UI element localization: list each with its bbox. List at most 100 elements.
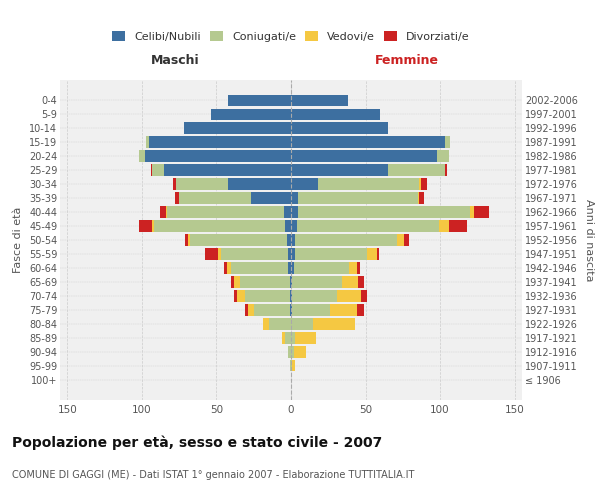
Bar [292,276,341,287]
Bar [356,304,364,316]
Bar [145,150,291,162]
Bar [291,122,388,134]
Bar [164,164,291,176]
Bar [241,276,290,287]
Bar [418,192,419,204]
Legend: Celibi/Nubili, Coniugati/e, Vedovi/e, Divorziati/e: Celibi/Nubili, Coniugati/e, Vedovi/e, Di… [109,28,473,45]
Bar [254,304,290,316]
Bar [287,234,291,246]
Bar [297,220,439,232]
Bar [284,206,291,218]
Bar [245,290,290,302]
Y-axis label: Anni di nascita: Anni di nascita [584,198,595,281]
Bar [291,290,292,302]
Bar [419,178,421,190]
Bar [291,346,294,358]
Bar [290,276,291,287]
Text: Femmine: Femmine [374,54,439,67]
Bar [166,206,167,218]
Bar [160,206,166,218]
Bar [139,150,145,162]
Bar [285,332,291,344]
Bar [295,332,316,344]
Bar [282,332,285,344]
Bar [294,262,349,274]
Bar [146,136,149,148]
Bar [291,136,445,148]
Bar [470,206,475,218]
Bar [251,192,291,204]
Bar [291,262,294,274]
Bar [211,108,291,120]
Bar [437,150,449,162]
Bar [291,248,295,260]
Bar [139,220,152,232]
Bar [291,332,295,344]
Bar [175,192,179,204]
Bar [151,164,152,176]
Bar [229,178,291,190]
Bar [449,220,467,232]
Bar [294,346,306,358]
Bar [232,276,235,287]
Bar [291,206,298,218]
Bar [288,248,291,260]
Bar [367,248,377,260]
Bar [358,276,364,287]
Bar [245,304,248,316]
Bar [269,318,291,330]
Bar [205,248,218,260]
Bar [152,164,164,176]
Bar [337,290,361,302]
Bar [288,346,291,358]
Bar [291,192,298,204]
Bar [288,262,291,274]
Bar [235,276,241,287]
Bar [445,136,451,148]
Bar [292,290,337,302]
Bar [176,178,229,190]
Bar [388,164,445,176]
Bar [227,262,232,274]
Bar [184,122,291,134]
Bar [248,304,254,316]
Bar [439,220,449,232]
Bar [285,220,291,232]
Bar [421,178,427,190]
Bar [291,164,388,176]
Bar [291,150,437,162]
Bar [361,290,367,302]
Bar [291,234,295,246]
Bar [341,276,358,287]
Bar [295,248,367,260]
Bar [173,178,176,190]
Bar [404,234,409,246]
Bar [291,94,347,106]
Bar [291,178,318,190]
Bar [475,206,489,218]
Bar [291,108,380,120]
Bar [397,234,404,246]
Text: Maschi: Maschi [151,54,200,67]
Bar [179,192,251,204]
Bar [154,220,285,232]
Bar [291,220,297,232]
Bar [167,206,284,218]
Bar [377,248,379,260]
Bar [298,206,470,218]
Bar [221,248,288,260]
Bar [152,220,154,232]
Bar [291,360,292,372]
Bar [238,290,245,302]
Bar [291,318,313,330]
Bar [290,360,291,372]
Bar [188,234,190,246]
Bar [218,248,221,260]
Bar [229,94,291,106]
Bar [263,318,269,330]
Bar [298,192,418,204]
Bar [232,262,288,274]
Bar [290,304,291,316]
Bar [149,136,291,148]
Y-axis label: Fasce di età: Fasce di età [13,207,23,273]
